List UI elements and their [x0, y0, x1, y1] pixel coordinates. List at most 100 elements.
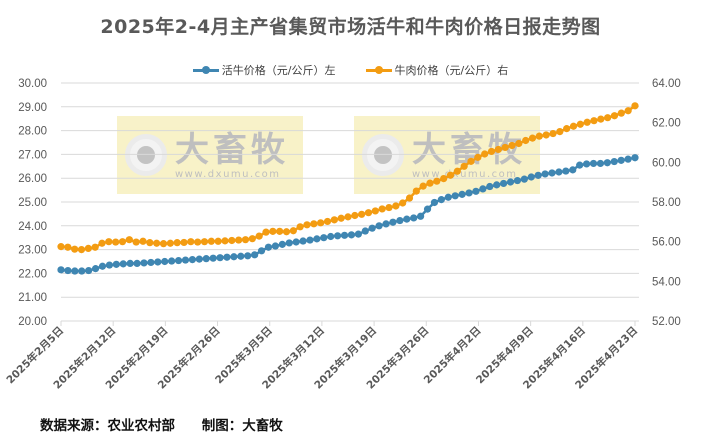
data-point [597, 115, 605, 123]
data-point [631, 102, 639, 110]
data-point [426, 179, 434, 187]
data-point [91, 243, 99, 251]
data-point [433, 177, 441, 185]
data-point [494, 145, 502, 154]
data-point [576, 120, 584, 128]
data-point [354, 230, 362, 238]
data-point [361, 227, 369, 235]
data-point [486, 182, 494, 191]
data-point [147, 258, 155, 267]
data-point [214, 237, 222, 245]
data-point [590, 117, 598, 125]
data-point [337, 214, 345, 222]
data-point [112, 260, 120, 268]
data-point [465, 189, 473, 197]
data-point [282, 228, 291, 236]
data-point [105, 238, 113, 246]
watermark-url: www.dxumu.com [175, 168, 281, 180]
data-point [378, 205, 386, 213]
data-point [371, 207, 379, 215]
data-point [285, 239, 293, 247]
data-point [126, 259, 134, 268]
data-point [105, 261, 114, 269]
data-point [64, 266, 72, 275]
y-tick-right: 60.00 [652, 157, 681, 169]
data-point [310, 220, 318, 228]
data-point [132, 238, 140, 246]
data-point [98, 262, 107, 270]
data-point [474, 153, 482, 161]
legend-item-live-cattle: 活牛价格（元/公斤）左 [192, 62, 336, 78]
data-point [446, 171, 455, 179]
data-point [375, 222, 383, 230]
y-tick-left: 28.00 [18, 126, 47, 138]
data-point [303, 221, 311, 229]
legend-label: 活牛价格（元/公斤）左 [221, 64, 336, 77]
data-point [289, 227, 297, 235]
data-point [528, 134, 537, 142]
data-point [396, 216, 404, 225]
data-point [241, 236, 250, 244]
data-point [264, 243, 273, 251]
data-point [159, 240, 168, 248]
data-point [313, 235, 321, 243]
data-point [244, 252, 252, 260]
data-point [200, 238, 209, 246]
legend-item-beef: 牛肉价格（元/公斤）右 [365, 62, 508, 78]
y-tick-right: 64.00 [652, 78, 681, 90]
footer: 数据来源：农业农村部 制图：大畜牧 [40, 414, 305, 434]
data-point [472, 187, 480, 195]
data-point [237, 252, 245, 260]
data-point [188, 255, 196, 264]
data-point [57, 243, 65, 251]
data-point [419, 182, 427, 190]
data-point [479, 185, 487, 193]
data-point [140, 259, 148, 267]
data-point [534, 171, 542, 179]
watermark-url: www.dxumu.com [412, 168, 518, 180]
data-point [569, 166, 577, 174]
data-point [230, 253, 238, 261]
data-point [119, 260, 127, 268]
data-point [174, 256, 183, 265]
data-point [520, 175, 528, 183]
data-point [235, 236, 243, 244]
y-tick-left: 25.00 [18, 197, 47, 209]
y-tick-left: 30.00 [18, 78, 47, 90]
data-point [351, 211, 359, 220]
data-point [194, 238, 202, 246]
data-point [563, 125, 571, 133]
data-point [382, 220, 390, 228]
watermark-name: 大畜牧 [175, 129, 289, 170]
y-tick-left: 21.00 [18, 292, 47, 304]
data-point [85, 266, 93, 275]
data-point [610, 157, 618, 166]
legend: 活牛价格（元/公斤）左 牛肉价格（元/公斤）右 [0, 62, 701, 78]
data-point [223, 253, 231, 261]
data-point [330, 216, 338, 224]
data-point [248, 235, 256, 243]
data-point [202, 255, 210, 263]
data-point [146, 239, 154, 247]
y-tick-left: 24.00 [18, 221, 47, 233]
data-point [64, 243, 72, 251]
data-point [405, 194, 414, 202]
data-point [535, 132, 543, 140]
data-point [617, 156, 625, 164]
data-point [125, 236, 133, 244]
data-point [508, 141, 516, 150]
data-point [296, 223, 304, 231]
data-point [181, 256, 190, 264]
y-tick-right: 56.00 [652, 237, 681, 249]
data-point [251, 251, 259, 259]
data-point [299, 237, 307, 245]
data-point [493, 181, 501, 189]
data-point [57, 266, 65, 274]
data-point [392, 202, 400, 210]
data-point [589, 159, 598, 168]
line-marker-icon [192, 65, 219, 74]
data-point [385, 203, 393, 212]
data-point [154, 258, 162, 266]
data-point [358, 210, 366, 218]
data-point [118, 238, 127, 246]
